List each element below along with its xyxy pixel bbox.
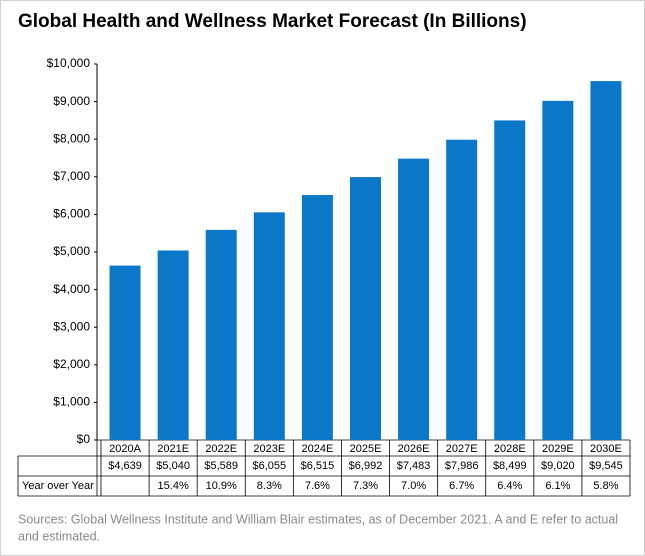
y-tick-label: $1,000	[53, 395, 90, 409]
bar	[301, 195, 333, 440]
value-label: $7,986	[445, 460, 479, 472]
bar	[542, 100, 574, 441]
y-tick-label: $10,000	[47, 56, 91, 70]
yoy-label: 15.4%	[158, 480, 189, 492]
y-tick-label: $6,000	[53, 207, 90, 221]
bar	[253, 212, 285, 440]
yoy-label: 6.7%	[449, 480, 474, 492]
value-label: $6,055	[252, 460, 286, 472]
bar	[446, 139, 478, 441]
category-label: 2023E	[253, 443, 285, 455]
source-note: Sources: Global Wellness Institute and W…	[18, 512, 618, 526]
category-label: 2028E	[494, 443, 526, 455]
category-label: 2021E	[157, 443, 189, 455]
y-tick-label: $4,000	[53, 282, 90, 296]
yoy-label: 10.9%	[206, 480, 237, 492]
bar	[157, 250, 189, 440]
chart-title: Global Health and Wellness Market Foreca…	[18, 11, 527, 32]
value-label: $8,499	[493, 460, 527, 472]
bar	[590, 81, 622, 440]
y-tick-label: $0	[77, 432, 91, 446]
bar	[350, 177, 381, 440]
category-label: 2020A	[109, 443, 141, 455]
category-label: 2027E	[446, 443, 478, 455]
value-label: $7,483	[397, 460, 431, 472]
category-label: 2024E	[302, 443, 334, 455]
category-label: 2025E	[350, 443, 382, 455]
yoy-label: 6.1%	[545, 480, 570, 492]
yoy-label: 7.0%	[401, 480, 426, 492]
value-label: $6,515	[301, 460, 335, 472]
value-label: $9,020	[541, 460, 575, 472]
category-label: 2022E	[205, 443, 237, 455]
value-label: $5,589	[204, 460, 238, 472]
value-label: $9,545	[589, 460, 623, 472]
value-label: $6,992	[349, 460, 383, 472]
bar	[398, 158, 430, 440]
yoy-label: 8.3%	[257, 480, 282, 492]
y-tick-label: $2,000	[53, 357, 90, 371]
source-note: and estimated.	[18, 529, 100, 543]
category-label: 2030E	[590, 443, 622, 455]
yoy-label: 5.8%	[593, 480, 618, 492]
y-tick-label: $9,000	[53, 94, 90, 108]
row-label: Year over Year	[22, 480, 94, 492]
y-tick-label: $8,000	[53, 131, 90, 145]
bar	[494, 120, 526, 441]
bar	[109, 265, 141, 440]
category-label: 2029E	[542, 443, 574, 455]
yoy-label: 6.4%	[497, 480, 522, 492]
y-tick-label: $5,000	[53, 244, 90, 258]
y-tick-label: $7,000	[53, 169, 90, 183]
yoy-label: 7.3%	[353, 480, 378, 492]
yoy-label: 7.6%	[305, 480, 330, 492]
category-label: 2026E	[398, 443, 430, 455]
y-tick-label: $3,000	[53, 319, 90, 333]
value-label: $5,040	[156, 460, 190, 472]
value-label: $4,639	[108, 460, 142, 472]
bar	[205, 229, 237, 440]
